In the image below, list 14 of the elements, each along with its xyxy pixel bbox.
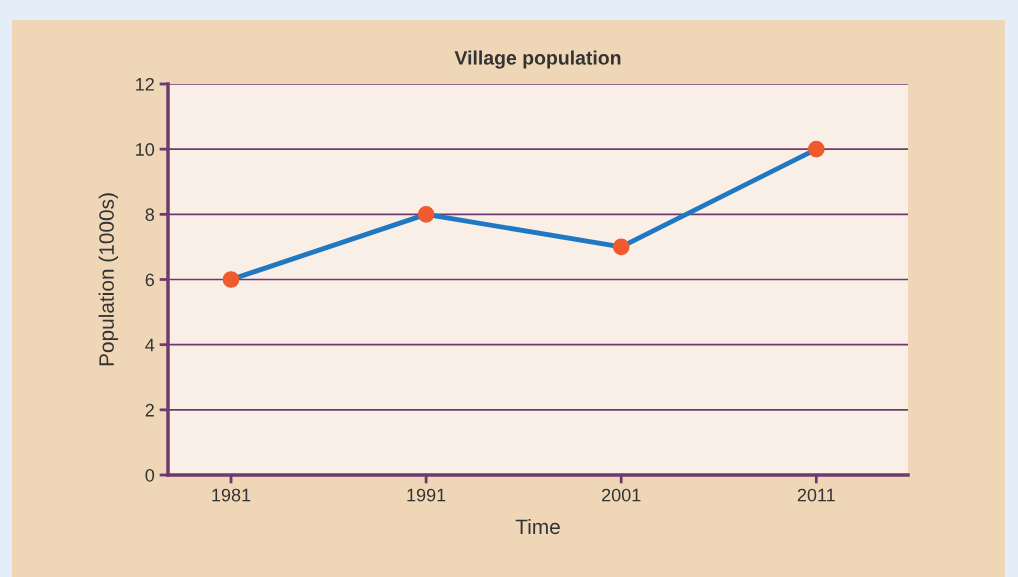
x-tick-label: 1981 <box>212 488 251 502</box>
y-tick-label: 6 <box>145 273 155 287</box>
y-axis-title: Population (1000s) <box>98 193 119 366</box>
x-tick-label: 2011 <box>797 488 835 502</box>
x-axis-title: Time <box>515 518 560 535</box>
x-tick-label: 2001 <box>602 488 641 502</box>
x-tick-label: 1991 <box>407 488 446 502</box>
y-tick-label: 0 <box>145 468 155 482</box>
y-tick-label: 12 <box>136 77 154 91</box>
y-tick-label: 10 <box>136 143 155 156</box>
y-tick-label: 2 <box>145 403 154 417</box>
y-tick-label: 4 <box>145 338 155 352</box>
chart-title: Village population <box>454 50 621 69</box>
y-tick-label: 8 <box>145 208 155 222</box>
